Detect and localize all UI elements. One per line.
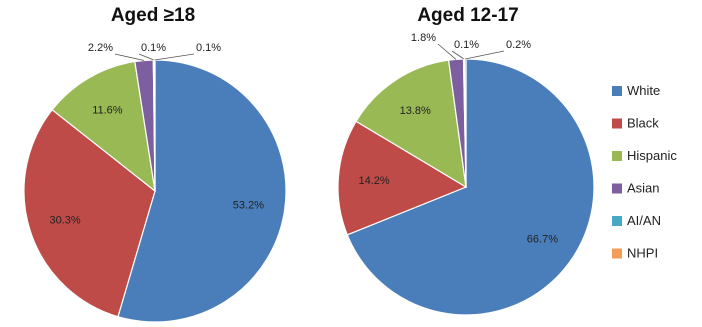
pie-adults: 53.2% 30.3% 11.6% 2.2% 0.1% 0.1%	[23, 42, 287, 323]
slice-black	[337, 120, 468, 236]
legend-label-nhpi: NHPI	[627, 246, 658, 261]
slice-label-asian: 1.8%	[411, 32, 436, 44]
slice-white	[117, 59, 287, 323]
slice-label-ai-an: 0.1%	[454, 39, 479, 51]
legend-label-white: White	[627, 83, 660, 98]
slice-white	[346, 58, 595, 316]
legend-swatch-white	[612, 86, 622, 96]
legend-label-black: Black	[627, 116, 659, 131]
slice-label-black: 30.3%	[49, 215, 80, 227]
slice-label-nhpi: 0.1%	[196, 42, 221, 54]
slice-hispanic	[51, 60, 156, 193]
leader-line-asian	[114, 53, 145, 61]
chart-title-youth: Aged 12-17	[417, 5, 518, 26]
legend-swatch-hispanic	[612, 151, 622, 161]
slice-label-white: 66.7%	[527, 234, 558, 246]
slice-label-black: 14.2%	[358, 175, 389, 187]
slice-nhpi	[153, 59, 156, 192]
slice-label-white: 53.2%	[233, 200, 264, 212]
legend-label-hispanic: Hispanic	[627, 148, 677, 163]
legend-label-ai-an: AI/AN	[627, 213, 661, 228]
leader-line-ai-an	[138, 53, 154, 61]
slice-black	[23, 108, 156, 318]
legend-swatch-ai-an	[612, 216, 622, 226]
leader-line-nhpi	[154, 53, 195, 61]
slice-hispanic	[355, 59, 467, 189]
legend-swatch-asian	[612, 183, 622, 194]
legend: White Black Hispanic Asian AI/AN NHPI	[612, 83, 677, 261]
slice-label-ai-an: 0.1%	[141, 42, 166, 54]
pie-youth: 66.7% 14.2% 13.8% 1.8% 0.1% 0.2%	[337, 32, 595, 316]
slice-label-hispanic: 13.8%	[400, 105, 431, 117]
leader-line-nhpi	[465, 50, 505, 60]
slice-label-hispanic: 11.6%	[92, 105, 123, 117]
slice-label-asian: 2.2%	[88, 42, 113, 54]
legend-swatch-black	[612, 118, 622, 129]
chart-title-adults: Aged ≥18	[111, 5, 195, 26]
legend-label-asian: Asian	[627, 181, 660, 196]
leader-line-asian	[437, 43, 457, 60]
leader-line-ai-an	[451, 50, 465, 60]
legend-swatch-nhpi	[612, 248, 622, 259]
slice-label-nhpi: 0.2%	[506, 39, 531, 51]
